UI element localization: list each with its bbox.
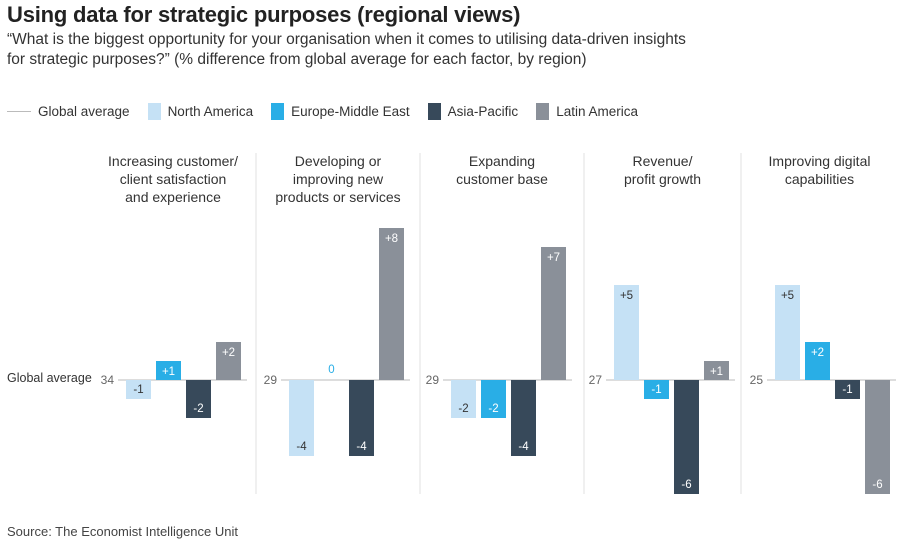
bar-north-america <box>775 285 800 380</box>
bar-north-america <box>289 380 314 456</box>
legend-label-north-america: North America <box>167 103 254 119</box>
global-average-value: 27 <box>589 373 603 387</box>
bar-label-asia-pacific: -2 <box>193 403 203 415</box>
bar-asia-pacific <box>835 380 860 399</box>
legend-item-asia-pacific: Asia-Pacific <box>427 102 519 120</box>
bar-label-europe-middle-east: -1 <box>651 384 661 396</box>
bar-label-latin-america: +8 <box>385 233 398 245</box>
global-average-value: 29 <box>264 373 278 387</box>
category-title: Developing or <box>295 153 382 169</box>
legend-label-latin-america: Latin America <box>556 103 638 119</box>
bar-latin-america <box>704 361 729 380</box>
bar-latin-america <box>216 342 241 380</box>
legend-item-latin-america: Latin America <box>536 102 638 120</box>
category-title: customer base <box>456 171 548 187</box>
category-title: profit growth <box>624 171 701 187</box>
category-title: capabilities <box>785 171 854 187</box>
bar-europe-middle-east <box>805 342 830 380</box>
legend-item-global-average: Global average <box>7 104 130 119</box>
legend-label-global-average: Global average <box>38 103 130 119</box>
chart-title: Using data for strategic purposes (regio… <box>7 2 521 27</box>
bar-label-latin-america: -6 <box>872 479 882 491</box>
chart-subtitle: “What is the biggest opportunity for you… <box>7 31 686 68</box>
global-average-value: 25 <box>750 373 764 387</box>
legend-item-north-america: North America <box>147 102 254 120</box>
category-title: Increasing customer/ <box>108 153 238 169</box>
bar-label-north-america: +5 <box>781 290 794 302</box>
bar-label-latin-america: +7 <box>547 252 560 264</box>
category-title: Revenue/ <box>633 153 693 169</box>
bar-asia-pacific <box>511 380 536 456</box>
legend-item-europe-middle-east: Europe-Middle East <box>271 102 410 120</box>
category-title: improving new <box>293 171 384 187</box>
category-title: client satisfaction <box>120 171 227 187</box>
legend-swatch-global-average <box>7 110 31 112</box>
baseline-axis-label: Global average <box>7 371 92 385</box>
category-title: and experience <box>125 189 221 205</box>
legend-swatch-asia-pacific <box>427 102 441 120</box>
global-average-value: 34 <box>101 373 115 387</box>
bar-asia-pacific <box>186 380 211 418</box>
bar-latin-america <box>541 247 566 380</box>
bar-north-america <box>614 285 639 380</box>
legend: Global average North America Europe-Midd… <box>7 101 656 121</box>
bar-latin-america <box>865 380 890 494</box>
category-title: products or services <box>275 189 400 205</box>
source-note: Source: The Economist Intelligence Unit <box>7 524 238 539</box>
bar-asia-pacific <box>674 380 699 494</box>
bar-latin-america <box>379 228 404 380</box>
category-title: Improving digital <box>769 153 871 169</box>
bar-asia-pacific <box>349 380 374 456</box>
bar-label-asia-pacific: -6 <box>681 479 691 491</box>
bar-label-north-america: -2 <box>458 403 468 415</box>
legend-swatch-europe-middle-east <box>271 102 285 120</box>
bar-europe-middle-east <box>156 361 181 380</box>
category-title: Expanding <box>469 153 535 169</box>
legend-label-asia-pacific: Asia-Pacific <box>447 103 519 119</box>
bar-label-europe-middle-east: -2 <box>488 403 498 415</box>
bar-north-america <box>451 380 476 418</box>
bar-label-north-america: -1 <box>133 384 143 396</box>
bar-label-north-america: -4 <box>296 441 307 453</box>
legend-swatch-north-america <box>147 102 161 120</box>
bar-label-europe-middle-east: 0 <box>328 364 334 376</box>
bar-label-latin-america: +2 <box>222 347 235 359</box>
bar-label-asia-pacific: -4 <box>356 441 367 453</box>
bar-europe-middle-east <box>481 380 506 418</box>
bar-label-north-america: +5 <box>620 290 633 302</box>
legend-swatch-latin-america <box>536 102 550 120</box>
legend-label-europe-middle-east: Europe-Middle East <box>291 103 410 119</box>
global-average-value: 29 <box>426 373 440 387</box>
bar-label-latin-america: +1 <box>710 366 723 378</box>
bar-label-europe-middle-east: +1 <box>162 366 175 378</box>
bar-europe-middle-east <box>644 380 669 399</box>
bar-label-asia-pacific: -4 <box>518 441 529 453</box>
bar-label-asia-pacific: -1 <box>842 384 852 396</box>
bar-label-europe-middle-east: +2 <box>811 347 824 359</box>
bar-north-america <box>126 380 151 399</box>
